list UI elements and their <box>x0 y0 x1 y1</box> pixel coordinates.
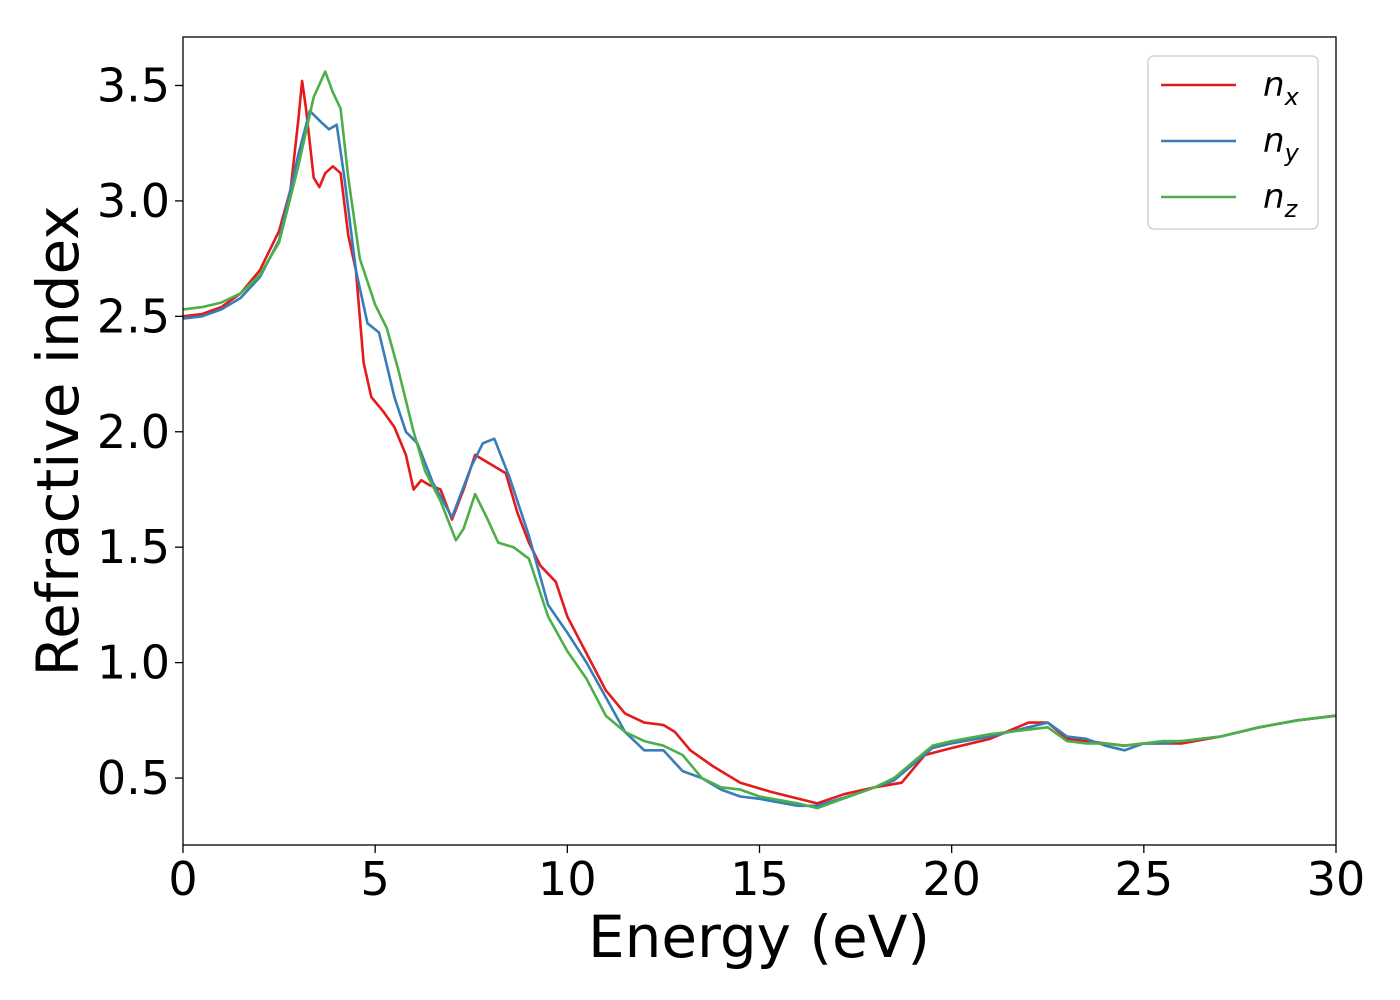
series-line-n-z <box>182 70 1337 810</box>
y-tick-label: 3.0 <box>97 174 170 228</box>
y-tick-label: 2.5 <box>97 289 170 343</box>
y-tick-label: 0.5 <box>97 751 170 805</box>
x-tick-label: 5 <box>361 852 390 906</box>
y-tick-label: 2.0 <box>97 405 170 459</box>
y-tick-label: 1.5 <box>97 520 170 574</box>
x-axis-ticks: 0 5 10 15 20 25 30 <box>168 845 1365 906</box>
series-layer <box>182 70 1337 810</box>
x-tick-label: 0 <box>168 852 197 906</box>
y-axis-title: Refractive index <box>24 205 92 676</box>
legend-frame <box>1147 55 1319 230</box>
x-axis-title: Energy (eV) <box>588 903 930 971</box>
y-tick-label: 1.0 <box>97 636 170 690</box>
series-line-n-y <box>182 109 1337 808</box>
x-tick-label: 20 <box>922 852 981 906</box>
x-tick-label: 30 <box>1307 852 1366 906</box>
y-tick-label: 3.5 <box>97 58 170 112</box>
y-axis-ticks: 0.5 1.0 1.5 2.0 2.5 3.0 3.5 <box>97 58 183 805</box>
x-tick-label: 25 <box>1115 852 1174 906</box>
x-tick-label: 10 <box>538 852 597 906</box>
x-tick-label: 15 <box>730 852 789 906</box>
legend-label-n-z: nz <box>1263 177 1299 223</box>
